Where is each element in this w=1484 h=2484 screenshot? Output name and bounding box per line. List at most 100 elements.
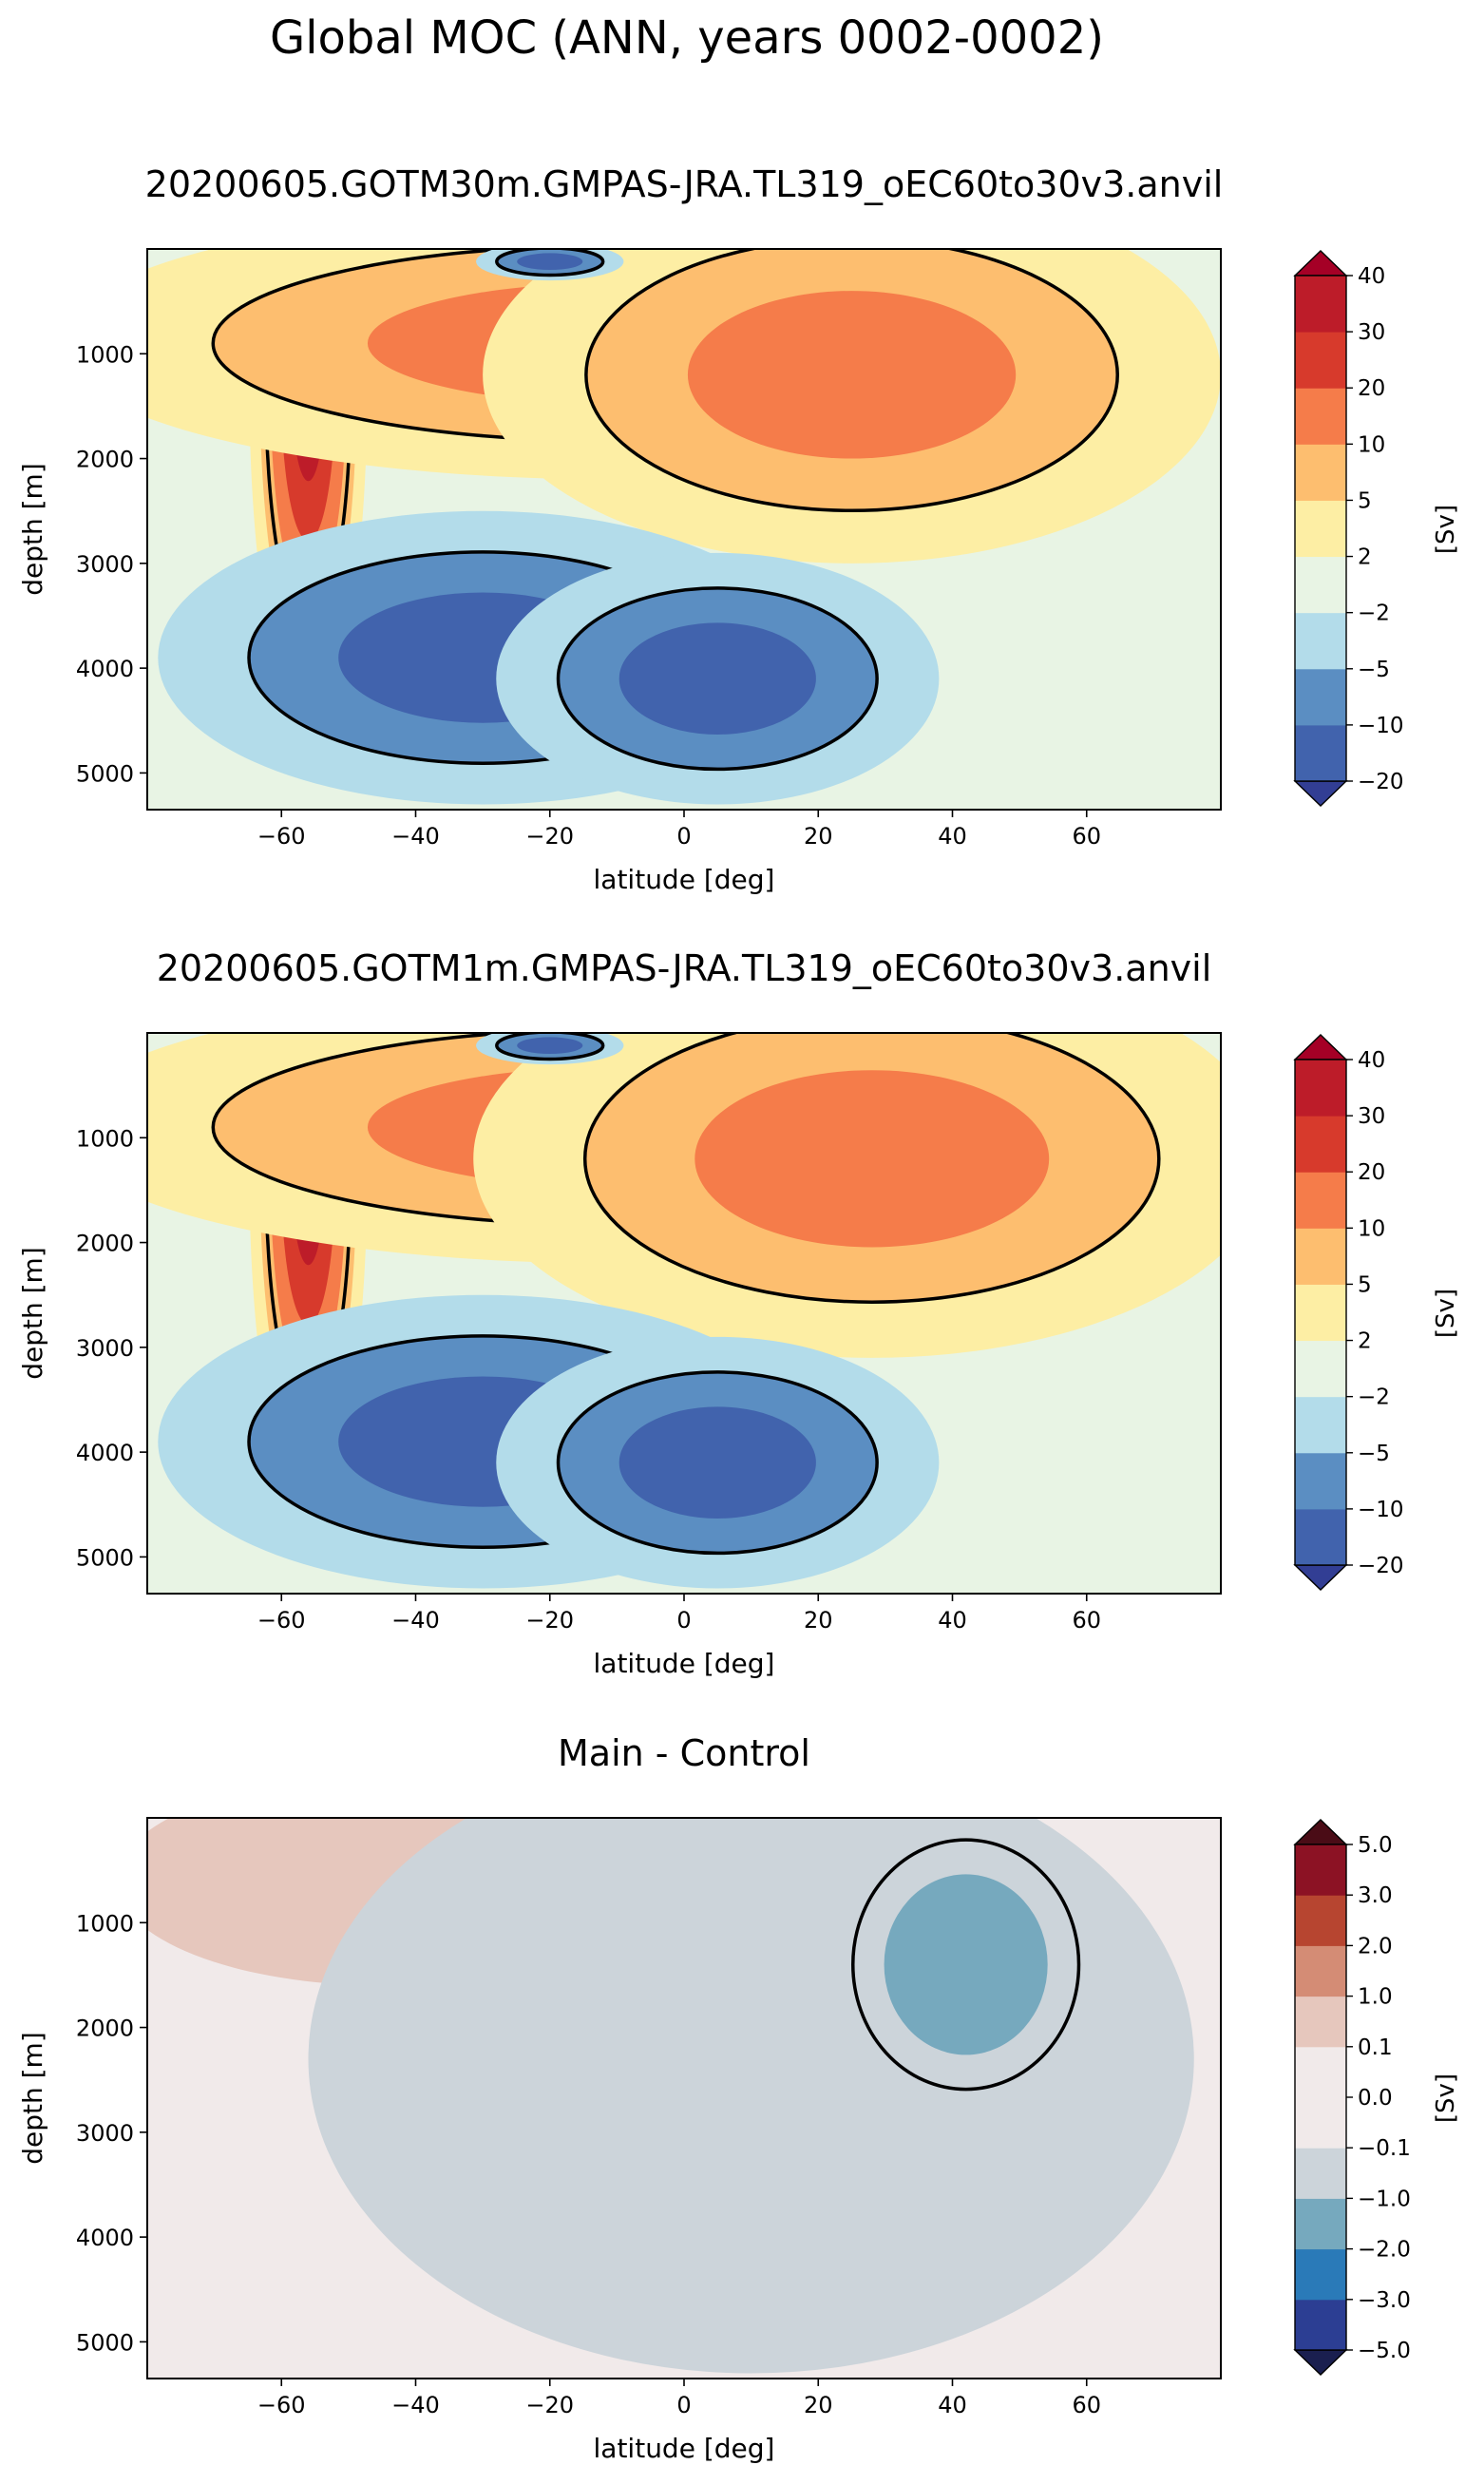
x-tick-label: 60 xyxy=(1072,823,1101,850)
x-tick-label: 0 xyxy=(676,1607,691,1634)
colorbar-tick-label: 10 xyxy=(1358,432,1385,457)
panel-1: 20200605.GOTM30m.GMPAS-JRA.TL319_oEC60to… xyxy=(17,163,1460,895)
colorbar-segment xyxy=(1295,1996,1346,2048)
colorbar-extend-low xyxy=(1293,780,1348,807)
panel-1-colorbar-label: [Sv] xyxy=(1432,505,1460,554)
panel-1-title: 20200605.GOTM30m.GMPAS-JRA.TL319_oEC60to… xyxy=(145,163,1224,205)
panel-1-colorbar: −20 −10 −5 −2 2 5 10 20 30 40 xyxy=(1293,250,1404,807)
x-tick-label: −40 xyxy=(391,2392,440,2418)
y-tick-label: 5000 xyxy=(76,1544,134,1571)
colorbar-segment xyxy=(1295,332,1346,389)
colorbar-tick-label: 30 xyxy=(1358,320,1385,345)
contour-band-2-2 xyxy=(694,1070,1050,1248)
colorbar-tick-label: 5 xyxy=(1358,1272,1372,1297)
colorbar-frame xyxy=(1294,1059,1347,1566)
contour-band-5-2 xyxy=(517,1037,583,1055)
colorbar-segment xyxy=(1295,444,1346,501)
x-tick-label: 40 xyxy=(938,1607,967,1634)
colorbar-tick-label: −3.0 xyxy=(1358,2288,1411,2313)
x-tick-label: −20 xyxy=(525,1607,574,1634)
x-tick-label: 20 xyxy=(804,2392,833,2418)
panel-3-ylabel: depth [m] xyxy=(17,2032,48,2165)
colorbar-segment xyxy=(1295,612,1346,670)
colorbar-segment xyxy=(1295,2198,1346,2250)
x-tick-label: −60 xyxy=(257,2392,306,2418)
panel-1-contours xyxy=(147,249,1221,805)
colorbar-tick-label: −2.0 xyxy=(1358,2238,1411,2263)
panel-3-colorbar-label: [Sv] xyxy=(1432,2073,1460,2123)
colorbar-tick-label: −5 xyxy=(1358,658,1390,682)
colorbar-tick-label: 0.0 xyxy=(1358,2086,1393,2111)
colorbar-segment xyxy=(1295,1060,1346,1117)
y-tick-label: 3000 xyxy=(76,551,134,578)
x-tick-label: 60 xyxy=(1072,1607,1101,1634)
panel-2-axes: −60 −40 −20 0 20 40 60 1000 2000 3000 4000 5000 xyxy=(76,1125,1101,1634)
colorbar-tick-label: 3.0 xyxy=(1358,1883,1393,1908)
colorbar-tick-label: 20 xyxy=(1358,376,1385,401)
contour-line-4 xyxy=(556,1370,879,1556)
colorbar-segment xyxy=(1295,1228,1346,1285)
colorbar-extend-low xyxy=(1293,2349,1348,2376)
panel-1-ylabel: depth [m] xyxy=(17,463,48,596)
x-tick-label: 0 xyxy=(676,823,691,850)
contour-band-4-2 xyxy=(618,1406,816,1519)
colorbar-segment xyxy=(1295,1945,1346,1997)
colorbar-tick-label: −10 xyxy=(1358,1498,1404,1522)
contour-band-5-2 xyxy=(517,253,583,271)
contour-band-2-2 xyxy=(687,291,1017,459)
x-tick-label: 60 xyxy=(1072,2392,1101,2418)
colorbar-tick-label: −1.0 xyxy=(1358,2187,1411,2211)
panel-1-xlabel: latitude [deg] xyxy=(594,864,775,895)
panel-2-contours xyxy=(147,1033,1221,1589)
y-tick-label: 1000 xyxy=(76,1910,134,1937)
colorbar-tick-label: 40 xyxy=(1358,264,1385,289)
panel-2: 20200605.GOTM1m.GMPAS-JRA.TL319_oEC60to3… xyxy=(17,947,1460,1679)
panel-3-axes: −60 −40 −20 0 20 40 60 1000 2000 3000 4000 5000 xyxy=(76,1910,1101,2418)
x-tick-label: −40 xyxy=(391,823,440,850)
colorbar-segment xyxy=(1295,1340,1346,1398)
contour-band-4-2 xyxy=(618,622,816,735)
x-tick-label: −20 xyxy=(525,2392,574,2418)
y-tick-label: 3000 xyxy=(76,2120,134,2147)
colorbar-tick-label: 1.0 xyxy=(1358,1985,1393,2010)
y-tick-label: 5000 xyxy=(76,2329,134,2356)
x-tick-label: 40 xyxy=(938,823,967,850)
y-tick-label: 4000 xyxy=(76,1440,134,1466)
colorbar-extend-high xyxy=(1293,250,1348,277)
panel-3-title: Main - Control xyxy=(558,1732,810,1774)
colorbar-segment xyxy=(1295,1116,1346,1173)
x-tick-label: −20 xyxy=(525,823,574,850)
contour-band-2-1 xyxy=(884,1874,1048,2055)
colorbar-tick-label: −5.0 xyxy=(1358,2339,1411,2363)
contour-line-2 xyxy=(583,1033,1161,1304)
contour-line-2 xyxy=(851,1838,1081,2092)
y-tick-label: 3000 xyxy=(76,1335,134,1362)
y-tick-label: 2000 xyxy=(76,2016,134,2042)
y-tick-label: 1000 xyxy=(76,1125,134,1152)
colorbar-tick-label: 10 xyxy=(1358,1216,1385,1241)
colorbar-extend-high xyxy=(1293,1819,1348,1845)
colorbar-segment xyxy=(1295,2097,1346,2149)
y-tick-label: 1000 xyxy=(76,341,134,368)
colorbar-segment xyxy=(1295,276,1346,333)
colorbar-tick-label: −5 xyxy=(1358,1442,1390,1466)
x-tick-label: −60 xyxy=(257,823,306,850)
panel-2-ylabel: depth [m] xyxy=(17,1247,48,1380)
colorbar-tick-label: 20 xyxy=(1358,1160,1385,1185)
x-tick-label: 40 xyxy=(938,2392,967,2418)
colorbar-tick-label: −2 xyxy=(1358,1385,1390,1410)
contour-line-2 xyxy=(584,249,1119,512)
x-tick-label: 20 xyxy=(804,823,833,850)
colorbar-tick-label: 40 xyxy=(1358,1048,1385,1073)
contour-line-4 xyxy=(556,586,879,772)
colorbar-segment xyxy=(1295,1452,1346,1510)
colorbar-tick-label: −20 xyxy=(1358,1554,1404,1578)
panel-3-contours xyxy=(147,1818,1194,2374)
panel-1-axes: −60 −40 −20 0 20 40 60 1000 2000 3000 4000 5000 xyxy=(76,341,1101,850)
colorbar-frame xyxy=(1294,275,1347,782)
y-tick-label: 2000 xyxy=(76,1231,134,1257)
panel-3: Main - Control −60 −40 −20 0 20 40 60 1000 2000 3… xyxy=(17,1732,1460,2464)
colorbar-segment xyxy=(1295,1396,1346,1454)
colorbar-tick-label: 2.0 xyxy=(1358,1934,1393,1959)
colorbar-extend-high xyxy=(1293,1034,1348,1060)
